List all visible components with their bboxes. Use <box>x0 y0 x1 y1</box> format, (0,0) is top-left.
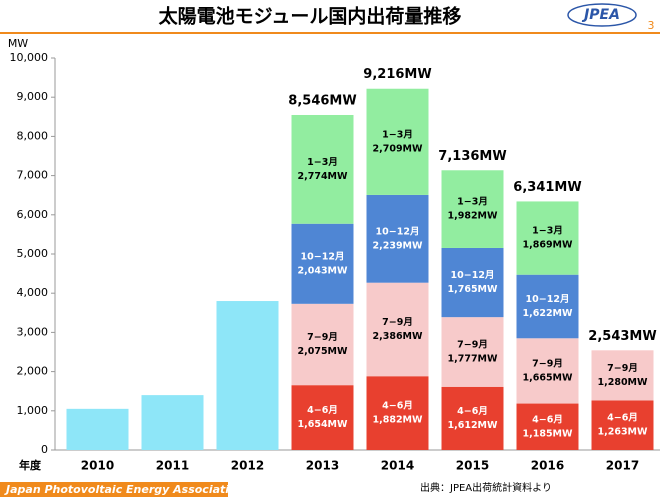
footer-bar <box>0 482 228 497</box>
bar-segment <box>441 317 504 387</box>
x-axis-label: 年度 <box>19 458 42 472</box>
total-label: 9,216MW <box>363 67 431 82</box>
y-tick-label: 2,000 <box>17 365 49 378</box>
segment-name: 4−6月 <box>457 406 488 417</box>
bar-segment <box>216 301 279 450</box>
segment-label: 2,774MW <box>298 171 349 182</box>
segment-label: 2,386MW <box>373 331 424 342</box>
y-axis-label: MW <box>8 37 28 50</box>
bar-segment <box>441 386 504 450</box>
segment-name: 4−6月 <box>532 414 563 425</box>
bar-segment <box>516 338 579 404</box>
segment-label: 1,622MW <box>523 308 574 319</box>
x-tick-label: 2017 <box>606 459 639 473</box>
segment-label: 1,185MW <box>523 428 574 439</box>
bar-segment <box>141 395 204 450</box>
y-tick-label: 1,000 <box>17 404 49 417</box>
bar-segment <box>291 385 354 450</box>
total-label: 6,341MW <box>513 180 581 195</box>
segment-label: 1,982MW <box>448 211 499 222</box>
segment-name: 1−3月 <box>532 226 563 237</box>
bar-segment <box>516 274 579 339</box>
segment-label: 2,239MW <box>373 240 424 251</box>
bar-segment <box>291 223 354 304</box>
y-tick-label: 7,000 <box>17 169 49 182</box>
segment-name: 4−6月 <box>382 401 413 412</box>
segment-label: 1,612MW <box>448 420 499 431</box>
bar-segment <box>66 408 129 450</box>
y-tick-label: 8,000 <box>17 129 49 142</box>
segment-label: 2,043MW <box>298 265 349 276</box>
y-tick-label: 9,000 <box>17 90 49 103</box>
total-label: 7,136MW <box>438 149 506 164</box>
logo: JPEA <box>581 7 620 23</box>
x-tick-label: 2015 <box>456 459 489 473</box>
segment-label: 1,280MW <box>598 377 649 388</box>
x-tick-label: 2010 <box>81 459 114 473</box>
y-tick-label: 3,000 <box>17 325 49 338</box>
segment-name: 10−12月 <box>301 251 345 262</box>
segment-name: 7−9月 <box>307 332 338 343</box>
segment-name: 1−3月 <box>457 197 488 208</box>
bar-segment <box>441 170 504 248</box>
segment-name: 10−12月 <box>451 270 495 281</box>
bar-segment <box>366 88 429 195</box>
segment-label: 1,263MW <box>598 427 649 438</box>
segment-name: 10−12月 <box>376 226 420 237</box>
y-tick-label: 4,000 <box>17 286 49 299</box>
bar-segment <box>291 303 354 386</box>
logo-ring <box>567 3 637 27</box>
bar-segment <box>516 201 579 275</box>
total-label: 2,543MW <box>588 329 656 344</box>
y-tick-label: 6,000 <box>17 208 49 221</box>
segment-name: 1−3月 <box>307 157 338 168</box>
bar-segment <box>591 400 654 450</box>
segment-name: 1−3月 <box>382 129 413 140</box>
bar-segment <box>366 282 429 377</box>
bar-segment <box>441 247 504 318</box>
bar-segment <box>591 350 654 401</box>
bar-segment <box>366 376 429 450</box>
y-tick-label: 0 <box>41 443 48 456</box>
x-tick-label: 2012 <box>231 459 264 473</box>
segment-label: 1,882MW <box>373 415 424 426</box>
source: 出典：JPEA出荷統計資料より <box>420 481 552 494</box>
segment-name: 7−9月 <box>607 363 638 374</box>
segment-label: 1,869MW <box>523 240 574 251</box>
chart-title: 太陽電池モジュール国内出荷量推移 <box>159 5 462 28</box>
page-number: 3 <box>648 19 655 32</box>
x-tick-label: 2016 <box>531 459 564 473</box>
segment-label: 1,777MW <box>448 353 499 364</box>
total-label: 8,546MW <box>288 93 356 108</box>
segment-label: 1,665MW <box>523 372 574 383</box>
bar-segment <box>366 194 429 283</box>
bar-segment <box>516 403 579 450</box>
x-tick-label: 2014 <box>381 459 414 473</box>
segment-name: 10−12月 <box>526 294 570 305</box>
segment-name: 7−9月 <box>457 339 488 350</box>
x-tick-label: 2013 <box>306 459 339 473</box>
bar-segment <box>291 114 354 224</box>
y-tick-label: 5,000 <box>17 247 49 260</box>
segment-name: 4−6月 <box>307 405 338 416</box>
segment-label: 2,075MW <box>298 346 349 357</box>
segment-label: 1,765MW <box>448 284 499 295</box>
segment-label: 2,709MW <box>373 143 424 154</box>
segment-name: 7−9月 <box>382 317 413 328</box>
footer-org: Japan Photovoltaic Energy Association <box>4 483 245 496</box>
segment-name: 4−6月 <box>607 413 638 424</box>
segment-label: 1,654MW <box>298 419 349 430</box>
y-tick-label: 10,000 <box>10 51 49 64</box>
x-tick-label: 2011 <box>156 459 189 473</box>
segment-name: 7−9月 <box>532 358 563 369</box>
